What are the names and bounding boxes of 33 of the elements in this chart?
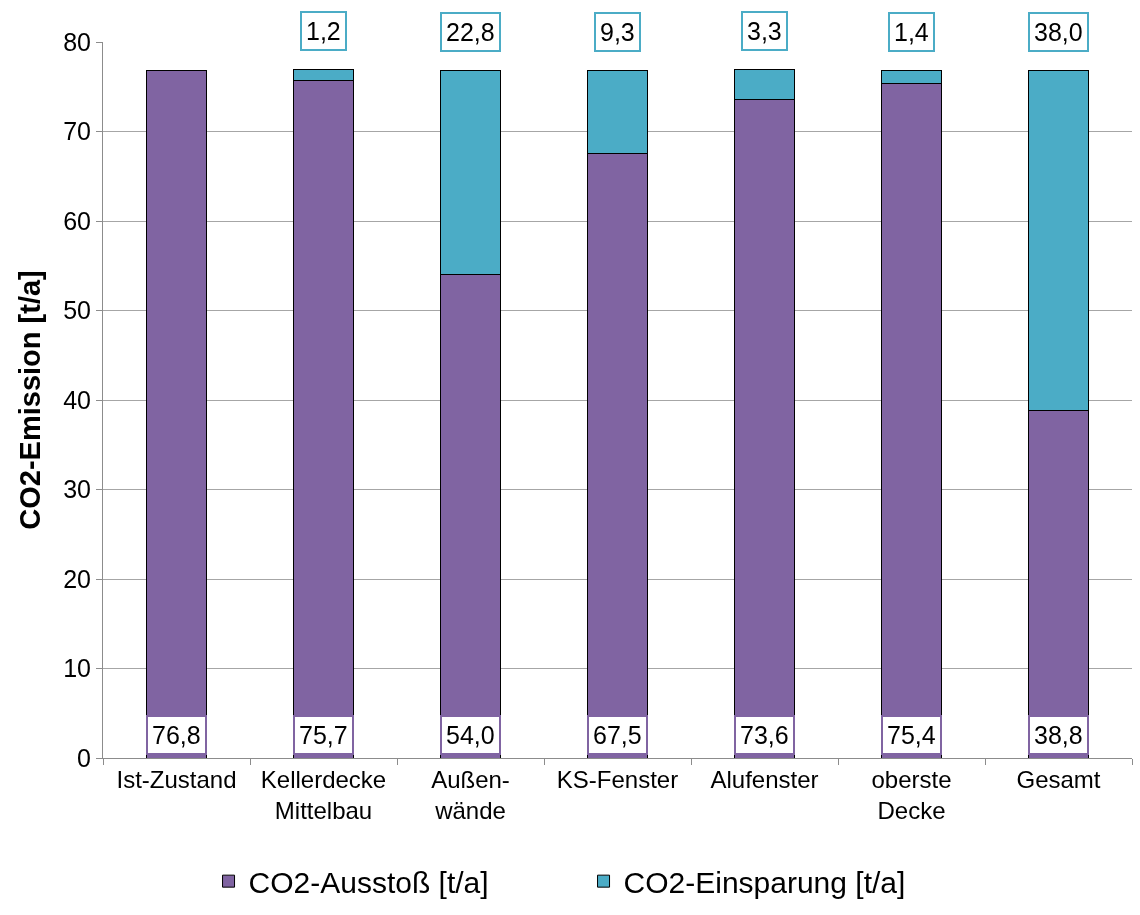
data-label: 73,6: [740, 721, 789, 749]
data-label: 75,4: [887, 721, 936, 749]
y-tick-label: 20: [63, 564, 91, 593]
data-label: 67,5: [593, 721, 642, 749]
data-label: 1,4: [894, 18, 929, 46]
x-tick-label: Kellerdecke Mittelbau: [260, 765, 387, 824]
y-tick-label: 10: [63, 654, 91, 683]
y-tick-label: 40: [63, 385, 91, 414]
data-label: 38,0: [1034, 18, 1083, 46]
x-tick-label: KS-Fenster: [556, 765, 679, 793]
y-axis-title: CO2-Emission [t/a]: [13, 270, 46, 530]
y-tick-label: 70: [63, 117, 91, 146]
y-tick-label: 50: [63, 296, 91, 325]
legend-label: CO2-Einsparung [t/a]: [623, 865, 906, 899]
data-label: 1,2: [306, 17, 341, 45]
bar: [145, 70, 208, 758]
data-label: 76,8: [152, 721, 201, 749]
y-tick-label: 0: [77, 743, 91, 772]
data-label: 38,8: [1034, 721, 1083, 749]
y-tick-label: 30: [63, 475, 91, 504]
data-label: 22,8: [446, 18, 495, 46]
y-tick-label: 60: [63, 206, 91, 235]
x-tick-label: Außen- wände: [431, 765, 510, 824]
data-label: 9,3: [600, 18, 635, 46]
legend-label: CO2-Ausstoß [t/a]: [248, 865, 489, 899]
data-label: 75,7: [299, 721, 348, 749]
y-tick-label: 80: [63, 27, 91, 56]
x-tick-label: Ist-Zustand: [116, 765, 237, 793]
x-tick-label: oberste Decke: [871, 765, 952, 824]
data-label: 54,0: [446, 721, 495, 749]
data-label: 3,3: [747, 17, 782, 45]
x-tick-label: Alufenster: [710, 765, 819, 793]
x-tick-label: Gesamt: [1016, 765, 1101, 793]
